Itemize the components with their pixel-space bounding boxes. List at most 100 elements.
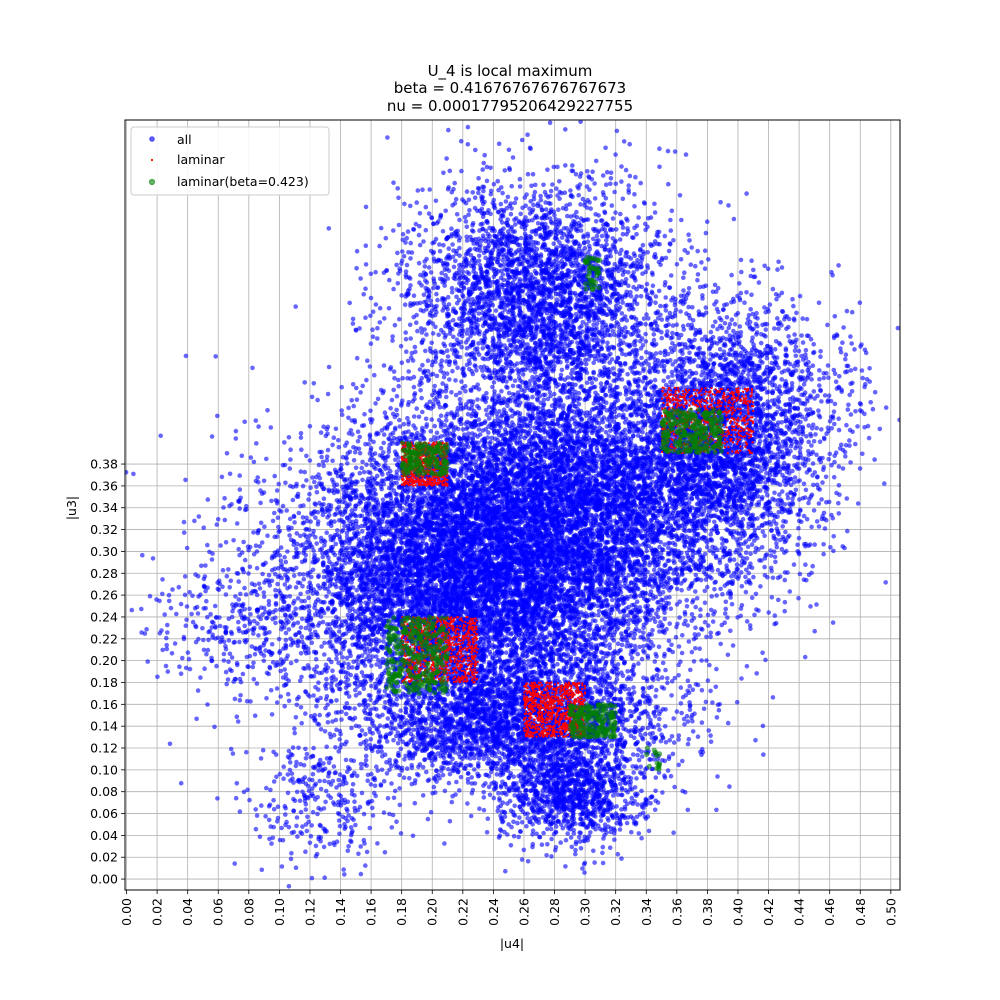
all-point (300, 617, 305, 622)
all-point (760, 651, 765, 656)
all-point (367, 600, 372, 605)
all-point (362, 412, 367, 417)
all-point (286, 692, 291, 697)
all-point (272, 511, 277, 516)
all-point (369, 664, 374, 669)
all-point (207, 550, 212, 555)
all-point (184, 354, 189, 359)
all-point (231, 538, 236, 543)
all-point (265, 533, 270, 538)
all-point (622, 661, 627, 666)
all-point (275, 700, 280, 705)
all-point (367, 642, 372, 647)
all-point (322, 600, 327, 605)
all-point (586, 633, 591, 638)
all-point (359, 466, 364, 471)
all-point (686, 679, 691, 684)
all-point (281, 776, 286, 781)
all-point (726, 653, 731, 658)
all-point (275, 686, 280, 691)
all-point (720, 592, 725, 597)
all-point (235, 521, 240, 526)
all-point (674, 635, 679, 640)
all-point (323, 729, 328, 734)
all-point (222, 496, 227, 501)
all-point (311, 693, 316, 698)
all-point (602, 627, 607, 632)
all-point (328, 639, 333, 644)
all-point (349, 398, 354, 403)
all-point (360, 478, 365, 483)
all-point (663, 668, 668, 673)
all-point (695, 596, 700, 601)
all-point (301, 503, 306, 508)
all-point (346, 451, 351, 456)
all-point (373, 784, 378, 789)
all-point (316, 574, 321, 579)
all-point (627, 687, 632, 692)
all-point (252, 460, 257, 465)
all-point (612, 651, 617, 656)
all-point (352, 706, 357, 711)
all-point (238, 693, 243, 698)
all-point (761, 752, 766, 757)
all-point (360, 529, 365, 534)
all-point (381, 497, 386, 502)
all-point (337, 629, 342, 634)
all-point (254, 418, 259, 423)
all-point (294, 632, 299, 637)
all-point (167, 599, 172, 604)
all-point (369, 684, 374, 689)
all-point (744, 550, 749, 555)
all-point (299, 469, 304, 474)
all-point (680, 651, 685, 656)
all-point (340, 413, 345, 418)
all-point (190, 594, 195, 599)
all-point (368, 433, 373, 438)
all-point (308, 627, 313, 632)
all-point (326, 488, 331, 493)
all-point (339, 710, 344, 715)
all-point (282, 555, 287, 560)
all-point (322, 641, 327, 646)
all-point (355, 356, 360, 361)
all-point (709, 594, 714, 599)
all-point (224, 592, 229, 597)
all-point (206, 497, 211, 502)
all-point (238, 592, 243, 597)
all-point (272, 474, 277, 479)
all-point (405, 416, 410, 421)
all-point (284, 613, 289, 618)
all-point (225, 574, 230, 579)
all-point (255, 621, 260, 626)
all-point (317, 671, 322, 676)
all-point (231, 751, 236, 756)
all-point (679, 588, 684, 593)
all-point (355, 666, 360, 671)
all-point (392, 369, 397, 374)
all-point (237, 553, 242, 558)
all-point (357, 435, 362, 440)
all-point (262, 479, 267, 484)
all-point (183, 478, 188, 483)
all-point (247, 607, 252, 612)
all-point (349, 726, 354, 731)
all-point (339, 463, 344, 468)
all-point (352, 458, 357, 463)
all-point (322, 652, 327, 657)
all-point (397, 786, 402, 791)
all-point (581, 604, 586, 609)
all-point (324, 677, 329, 682)
all-point (220, 475, 225, 480)
all-point (792, 562, 797, 567)
all-point (748, 627, 753, 632)
all-point (223, 625, 228, 630)
all-point (700, 688, 705, 693)
all-point (262, 594, 267, 599)
all-point (301, 521, 306, 526)
all-point (277, 637, 282, 642)
all-point (380, 768, 385, 773)
all-point (276, 482, 281, 487)
all-point (264, 457, 269, 462)
all-point (258, 586, 263, 591)
